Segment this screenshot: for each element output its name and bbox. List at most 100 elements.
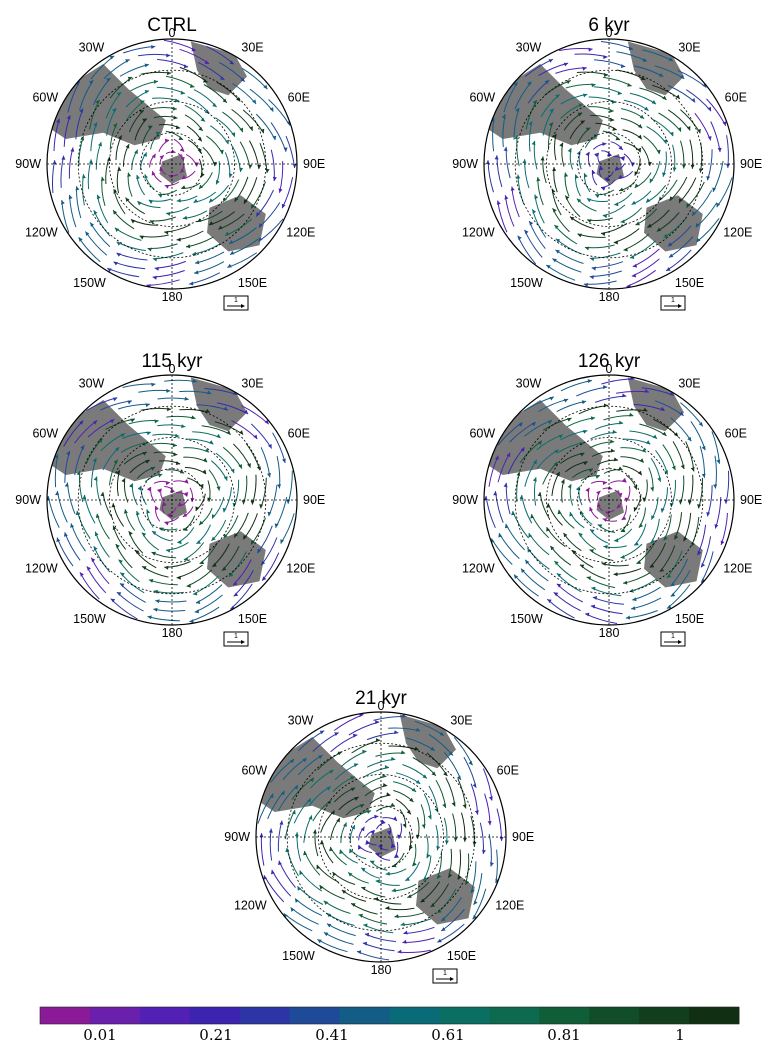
streamline-arrow (182, 513, 188, 517)
longitude-label: 180 (599, 290, 620, 304)
longitude-label: 150E (238, 612, 267, 626)
streamline (365, 830, 376, 838)
streamline-arrow (599, 166, 604, 171)
map-frame (483, 38, 735, 290)
streamline-arrow (112, 108, 117, 113)
streamline (176, 492, 188, 497)
streamline-arrow (303, 851, 308, 856)
streamline-arrow (555, 249, 560, 254)
streamline-arrow (400, 922, 405, 927)
streamline-arrow (137, 201, 142, 206)
streamline-arrow (658, 73, 664, 77)
streamline-arrow (596, 490, 601, 495)
streamline (601, 150, 612, 157)
streamline-arrow (595, 475, 600, 479)
streamline-arrow (329, 769, 334, 774)
streamline-arrow (118, 559, 123, 564)
longitude-label: 120E (723, 226, 752, 240)
streamline-arrow (400, 750, 406, 755)
streamline-arrow (551, 188, 556, 194)
streamline-arrow (243, 199, 248, 204)
streamline-arrow (580, 510, 584, 516)
streamline-arrow (91, 557, 96, 563)
streamline-arrow (585, 487, 590, 493)
streamline-arrow (585, 151, 590, 157)
streamline-arrow (629, 412, 634, 417)
streamline-arrow (164, 230, 169, 235)
streamline-arrow (474, 810, 479, 815)
streamline-arrow (448, 751, 453, 756)
streamline-arrow (66, 115, 71, 120)
streamline-arrow (672, 167, 677, 172)
streamline-arrow (189, 84, 195, 88)
streamline-arrow (614, 202, 619, 207)
streamline-arrow (612, 429, 617, 434)
streamline-arrow (451, 802, 456, 807)
streamline-arrow (259, 833, 264, 838)
streamline-arrow (206, 390, 212, 395)
streamline-arrow (635, 221, 640, 226)
streamline-arrow (506, 452, 511, 458)
streamline-arrow (365, 840, 370, 845)
streamline-arrow (230, 468, 235, 473)
streamline (366, 840, 377, 846)
longitude-label: 30W (516, 376, 542, 390)
streamline-arrow (579, 442, 585, 446)
streamline-arrow (144, 174, 148, 179)
streamline-arrow (397, 949, 402, 954)
streamline-arrow (68, 194, 73, 200)
streamline-arrow (604, 178, 609, 182)
streamline-arrow (680, 464, 685, 469)
streamline-arrow (294, 785, 298, 790)
longitude-label: 120W (25, 562, 58, 576)
colorbar-swatch (539, 1007, 590, 1024)
streamline-arrow (385, 871, 390, 876)
streamline-arrow (271, 869, 275, 875)
streamline-arrow (649, 178, 654, 183)
streamline-arrow (94, 531, 99, 537)
streamline-arrow (184, 479, 189, 484)
streamline-arrow (643, 407, 648, 412)
streamline-arrow (141, 532, 147, 537)
streamline-arrow (437, 938, 442, 943)
streamline-arrow (701, 473, 706, 478)
streamline-arrow (180, 168, 185, 173)
streamline-arrow (630, 255, 635, 259)
streamline-arrow (176, 575, 181, 580)
streamline-arrow (195, 600, 201, 604)
streamline-arrow (559, 142, 563, 148)
streamline-arrow (151, 171, 156, 176)
land-mass (416, 868, 475, 925)
streamline-arrow (116, 92, 122, 97)
streamline-arrow (136, 174, 140, 180)
streamline-arrow (281, 203, 286, 209)
streamline-arrow (645, 440, 651, 445)
streamline-arrow (667, 604, 672, 609)
streamline-arrow (181, 185, 186, 189)
streamline-arrow (623, 247, 628, 252)
streamline-arrow (159, 527, 164, 532)
streamline-arrow (366, 810, 372, 814)
streamline-arrow (243, 535, 247, 540)
streamline-arrow (186, 583, 191, 588)
streamline-arrow (692, 211, 696, 216)
streamline-arrow (145, 403, 150, 408)
streamline-arrow (622, 393, 627, 398)
streamline-arrow (671, 465, 676, 471)
streamline-arrow (89, 159, 93, 164)
streamline-arrow (519, 495, 524, 500)
streamline-arrow (473, 900, 478, 905)
reference-vector-arrowhead (678, 640, 682, 644)
streamline-arrow (112, 525, 117, 531)
colorbar-label: 0.01 (83, 1026, 116, 1044)
streamline-arrow (357, 950, 362, 955)
latitude-circle (514, 69, 704, 259)
map-frame (46, 374, 298, 626)
streamline-arrow (230, 250, 235, 255)
streamline-arrow (90, 222, 95, 227)
streamline-arrow (225, 231, 230, 236)
streamline-arrow (317, 939, 322, 944)
streamline-arrow (241, 500, 246, 505)
streamline-arrow (503, 146, 508, 152)
